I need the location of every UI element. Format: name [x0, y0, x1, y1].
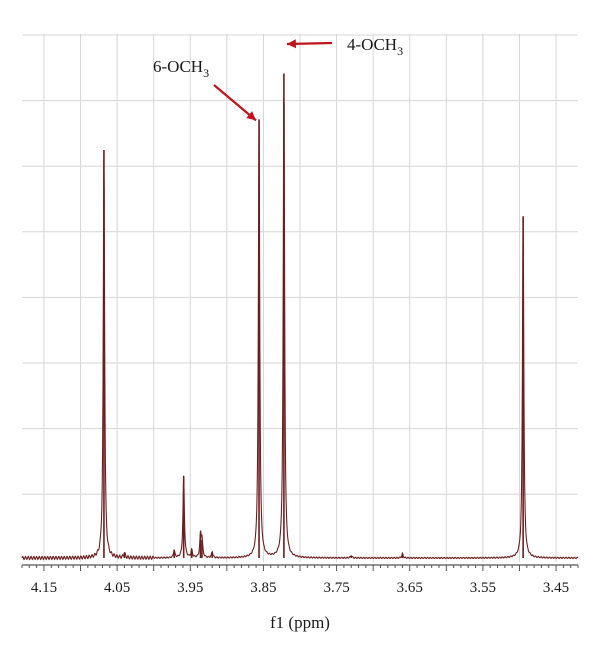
arrowhead-4-och3 — [286, 39, 297, 49]
x-axis — [21, 564, 579, 571]
x-tick-label: 3.45 — [543, 580, 569, 596]
x-tick-label: 3.95 — [177, 580, 203, 596]
x-axis-title: f1 (ppm) — [270, 613, 330, 632]
x-tick-label: 3.65 — [397, 580, 423, 596]
grid — [22, 34, 578, 562]
x-tick-label: 4.15 — [31, 580, 57, 596]
arrow-6-och3 — [213, 84, 257, 122]
x-tick-label: 3.55 — [470, 580, 496, 596]
x-tick-label: 4.05 — [104, 580, 130, 596]
annotation-6-och3: 6-OCH3 — [153, 57, 209, 80]
arrowhead-6-och3 — [246, 111, 257, 121]
annotations: 6-OCH3 4-OCH3 — [153, 35, 403, 122]
x-tick-labels: 4.15 4.05 3.95 3.85 3.75 3.65 3.55 3.45 — [31, 580, 569, 596]
x-tick-label: 3.85 — [250, 580, 276, 596]
spectrum-trace-group — [21, 73, 579, 561]
x-tick-label: 3.75 — [323, 580, 349, 596]
annotation-4-och3: 4-OCH3 — [347, 35, 403, 58]
spectrum-trace — [21, 97, 579, 561]
